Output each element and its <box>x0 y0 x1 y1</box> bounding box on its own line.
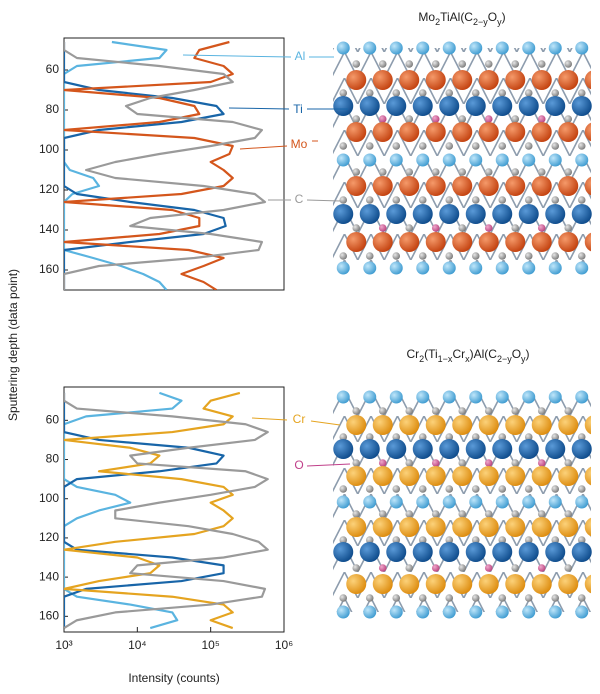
profile-line <box>64 42 267 290</box>
subscript: y <box>521 354 526 364</box>
profile-line <box>64 391 241 630</box>
y-tick-label: 80 <box>46 452 60 466</box>
element-label: Mo <box>291 137 308 151</box>
y-tick-label: 160 <box>39 262 59 276</box>
title-part: Cr <box>406 347 419 361</box>
y-tick-label: 60 <box>46 62 60 76</box>
element-label: Cr <box>293 412 306 426</box>
y-tick-label: 160 <box>39 608 59 622</box>
y-tick-label: 100 <box>39 491 59 505</box>
title-part: (Ti <box>424 347 438 361</box>
crystal-structure <box>330 382 592 627</box>
y-axis-label: Sputtering depth (data point) <box>6 269 20 421</box>
y-tick-label: 120 <box>39 530 59 544</box>
title-part: Cr <box>452 347 465 361</box>
leader-line <box>306 199 341 202</box>
profile-line <box>64 40 168 290</box>
profile-line <box>64 392 269 630</box>
y-tick-label: 120 <box>39 182 59 196</box>
plot-area <box>64 391 269 630</box>
plot-frame <box>63 37 285 291</box>
title-part: ) <box>526 347 530 361</box>
x-tick-label: 10³ <box>55 638 72 652</box>
title-part: )Al(C <box>470 347 498 361</box>
leader-line <box>306 463 351 467</box>
plot-area <box>64 40 267 290</box>
element-label: Ti <box>293 102 303 116</box>
x-tick-label: 10⁵ <box>202 638 220 652</box>
profile-line <box>64 40 234 290</box>
leader-line <box>310 420 341 426</box>
y-tick-label: 60 <box>46 412 60 426</box>
title-part: O <box>512 347 521 361</box>
subscript: 2−y <box>497 354 512 364</box>
subscript: x <box>465 354 470 364</box>
title-part: TiAl(C <box>440 10 473 24</box>
profile-line <box>64 391 183 630</box>
x-tick-label: 10⁶ <box>275 638 293 652</box>
profile-line <box>64 42 227 290</box>
element-label: Al <box>295 49 306 63</box>
element-label: O <box>294 458 303 472</box>
title-part: Mo <box>418 10 435 24</box>
leader-line <box>239 145 288 150</box>
subscript: y <box>497 17 502 27</box>
x-tick-label: 10⁴ <box>128 638 147 652</box>
title-part: O <box>488 10 497 24</box>
y-tick-label: 80 <box>46 102 60 116</box>
leader-line <box>251 417 288 421</box>
x-axis-label: Intensity (counts) <box>128 671 219 685</box>
subscript: 2 <box>435 17 440 27</box>
title-part: ) <box>502 10 506 24</box>
structure-title: Cr2(Ti1−xCrx)Al(C2−yOy) <box>406 347 529 364</box>
leader-line <box>182 54 292 58</box>
y-tick-label: 140 <box>39 222 59 236</box>
y-tick-label: 100 <box>39 142 59 156</box>
subscript: 2−y <box>473 17 488 27</box>
leader-line <box>228 107 290 110</box>
subscript: 1−x <box>438 354 453 364</box>
element-label: C <box>295 192 304 206</box>
plot-frame <box>63 386 285 633</box>
profile-line <box>64 392 225 629</box>
subscript: 2 <box>419 354 424 364</box>
y-tick-label: 140 <box>39 569 59 583</box>
structure-title: Mo2TiAl(C2−yOy) <box>418 10 505 27</box>
crystal-structure <box>330 33 592 283</box>
